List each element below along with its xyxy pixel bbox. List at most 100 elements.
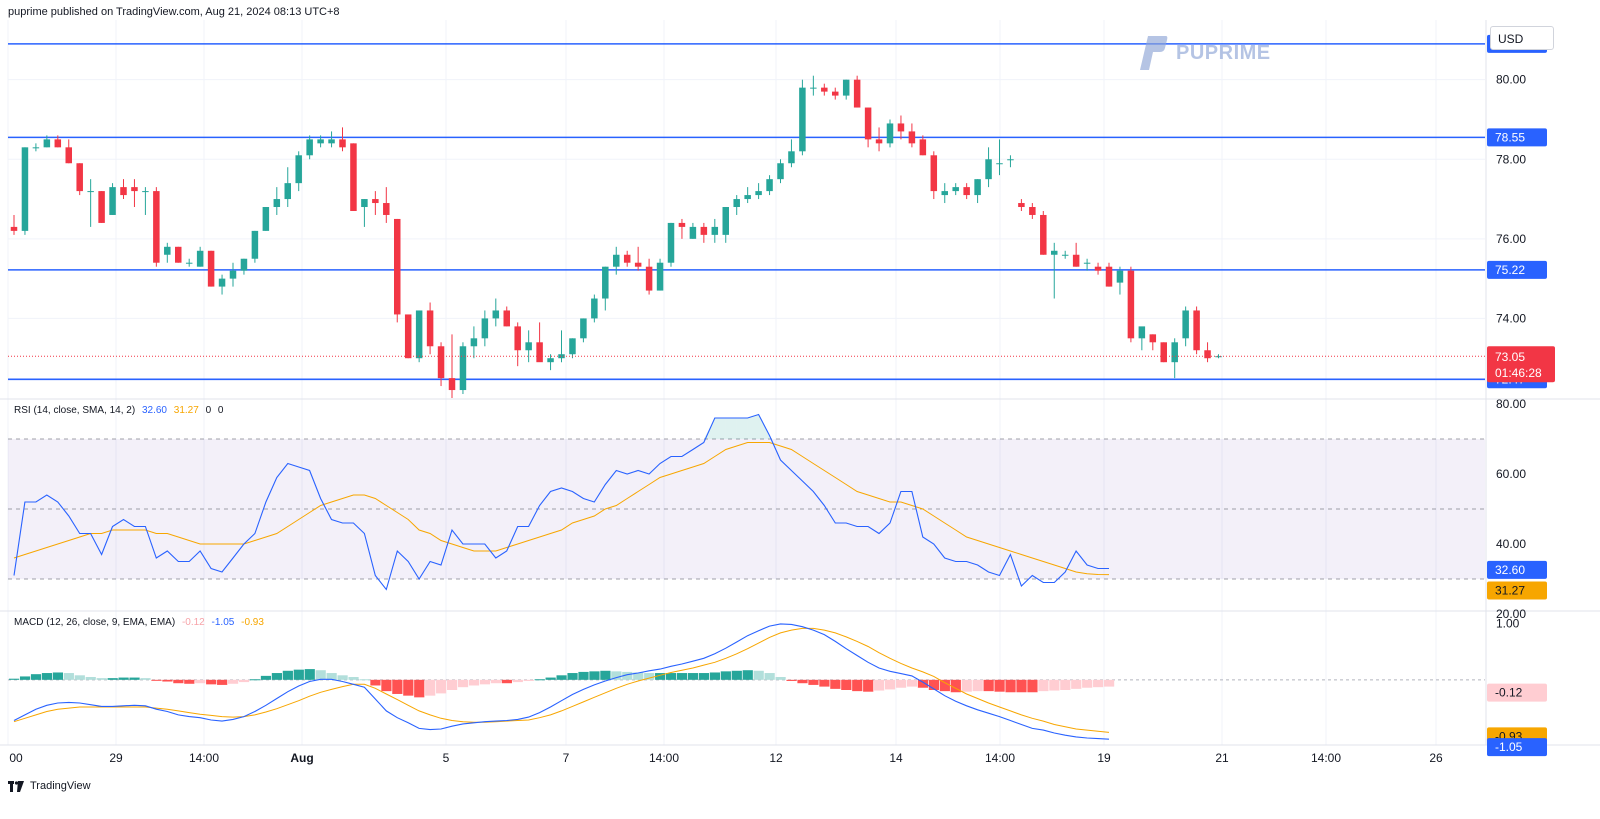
time-tick-label-8: 14: [889, 751, 903, 765]
rsi-legend-value: 32.60: [141, 405, 167, 416]
price-tick-label-1: 76.00: [1496, 232, 1526, 246]
candle-body: [1040, 214, 1047, 255]
candle-body: [54, 139, 62, 148]
candle-body: [1193, 310, 1200, 351]
macd-histogram-bar: [52, 672, 63, 680]
candle-body: [185, 262, 193, 264]
macd-histogram-bar: [468, 679, 480, 686]
candle-body: [558, 354, 565, 359]
macd-histogram-bar: [523, 679, 534, 681]
candle-body: [1018, 203, 1025, 208]
macd-histogram-bar: [841, 679, 852, 690]
candle-body: [1029, 207, 1036, 215]
candle-body: [514, 326, 521, 351]
rsi-ma-line: [13, 442, 1110, 576]
macd-histogram-bar: [578, 671, 589, 680]
countdown-badge: 01:46:28: [1495, 366, 1542, 380]
macd-histogram-bar: [1093, 679, 1104, 688]
macd-histogram-bar: [479, 679, 491, 685]
candle-body: [1149, 334, 1157, 343]
candle-body: [1105, 266, 1113, 287]
macd-histogram-bar: [983, 679, 994, 692]
candle-body: [306, 139, 313, 156]
macd-histogram-bar: [600, 670, 611, 680]
rsi-legend-extra-2: 0: [217, 405, 224, 416]
candle-body: [383, 203, 390, 215]
candle-body: [21, 147, 29, 231]
macd-legend[interactable]: MACD (12, 26, close, 9, EMA, EMA) -0.12 …: [14, 617, 264, 628]
candle-body: [580, 318, 587, 339]
candle-body: [744, 195, 751, 200]
candle-body: [602, 266, 609, 299]
time-tick-label-0: 00: [9, 751, 23, 765]
macd-histogram-bar: [753, 670, 764, 680]
macd-legend-value: -1.05: [211, 617, 235, 628]
time-tick-label-4: 5: [443, 751, 450, 765]
macd-hist-badge-bg: [1487, 683, 1547, 702]
macd-histogram-bar: [63, 673, 74, 680]
candle-body: [810, 87, 817, 89]
level-badge-1: 78.55: [1495, 130, 1525, 144]
candle-body: [952, 187, 959, 192]
macd-current-badge-bg: [1487, 738, 1547, 757]
macd-histogram-bar: [1049, 679, 1060, 691]
macd-histogram-bar: [414, 679, 425, 698]
macd-histogram-bar: [403, 679, 414, 696]
candle-body: [87, 191, 94, 193]
candle-body: [525, 342, 532, 351]
candle-body: [842, 79, 850, 96]
candle-body: [448, 378, 456, 391]
tradingview-logo-icon: [8, 780, 24, 792]
macd-histogram-bar: [30, 674, 42, 680]
candle-body: [503, 310, 510, 327]
macd-histogram-bar: [720, 671, 731, 680]
macd-histogram-bar: [512, 679, 523, 683]
candle-body: [131, 187, 138, 192]
macd-histogram-bar: [206, 679, 217, 685]
candle-body: [317, 139, 324, 144]
candle-body: [196, 250, 204, 267]
macd-histogram-bar: [1104, 679, 1115, 687]
candle-body: [821, 87, 828, 92]
macd-hist-legend-value: -0.12: [181, 617, 205, 628]
rsi-overbought-fill: [747, 414, 759, 439]
last-price-badge: 73.05: [1495, 350, 1525, 364]
macd-histogram-bar: [436, 679, 447, 694]
candle-body: [1160, 342, 1167, 363]
macd-histogram-bar: [666, 673, 677, 680]
macd-histogram-bar: [906, 679, 918, 687]
currency-button[interactable]: USD: [1490, 26, 1554, 50]
macd-histogram-bar: [1060, 679, 1071, 690]
macd-histogram-bar: [1016, 679, 1027, 693]
macd-histogram-bar: [830, 679, 841, 689]
macd-histogram-bar: [162, 679, 173, 682]
macd-histogram-bar: [1082, 679, 1093, 688]
candle-body: [1138, 326, 1146, 339]
candle-body: [437, 346, 445, 379]
macd-histogram-bar: [874, 679, 885, 691]
rsi-legend[interactable]: RSI (14, close, SMA, 14, 2) 32.60 31.27 …: [14, 405, 223, 416]
publisher-header: puprime published on TradingView.com, Au…: [8, 6, 340, 18]
candle-body: [1182, 310, 1189, 339]
candle-body: [76, 163, 83, 192]
candle-body: [218, 278, 226, 287]
candle-body: [1051, 250, 1058, 255]
candle-body: [207, 250, 215, 287]
rsi-current-badge-bg: [1487, 560, 1547, 579]
candle-body: [864, 107, 872, 140]
tradingview-footer[interactable]: TradingView: [8, 780, 91, 792]
candle-body: [142, 191, 149, 193]
candle-body: [43, 139, 51, 148]
rsi-overbought-fill: [714, 418, 726, 439]
macd-histogram-bar: [819, 679, 830, 687]
candle-body: [875, 139, 883, 144]
candle-body: [919, 139, 927, 156]
rsi-tick-label-1: 40.00: [1496, 537, 1526, 551]
macd-histogram-bar: [381, 679, 392, 692]
macd-histogram-bar: [337, 675, 348, 680]
macd-histogram-bar: [304, 669, 315, 680]
macd-histogram-bar: [140, 678, 151, 680]
candle-body: [996, 163, 1003, 165]
candle-body: [295, 155, 302, 184]
